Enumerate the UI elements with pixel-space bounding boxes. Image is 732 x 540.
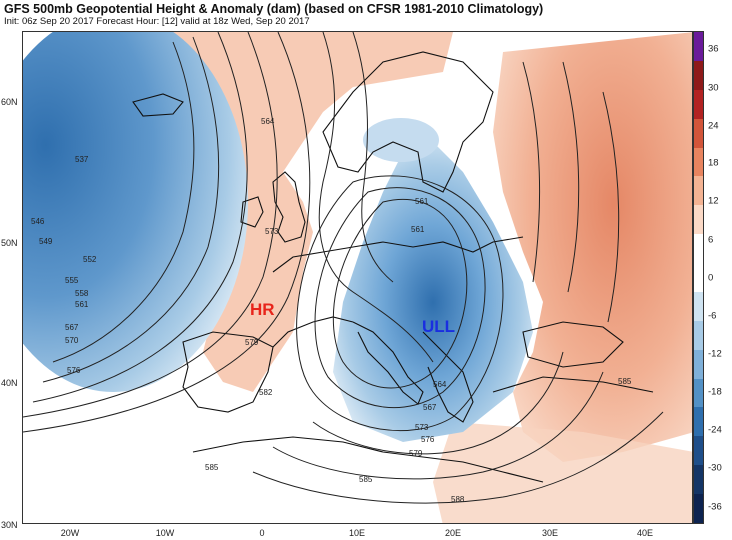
coastlines: [132, 51, 654, 483]
colorbar-segment: [694, 205, 703, 235]
upper-low-anomaly: [333, 132, 533, 442]
contour-label: 537: [75, 155, 89, 164]
contour-label: 564: [261, 117, 275, 126]
contour-label: 582: [259, 388, 273, 397]
colorbar-label: 6: [708, 234, 714, 246]
colorbar-segment: [694, 60, 703, 90]
anomaly-map: 537 546 549 552 555 558 561 564 567 570 …: [23, 32, 692, 523]
contour-label: 576: [421, 435, 435, 444]
lon-label-30e: 30E: [541, 528, 559, 538]
lat-label-50n: 50N: [1, 238, 18, 248]
contour-label: 573: [265, 227, 279, 236]
colorbar-label: -36: [708, 501, 722, 513]
colorbar-label: 36: [708, 43, 719, 55]
colorbar-label: -18: [708, 386, 722, 398]
contour-label: 585: [205, 463, 219, 472]
colorbar-segment: [694, 378, 703, 408]
colorbar-label: -30: [708, 462, 722, 474]
upper-low-annotation: ULL: [422, 317, 455, 337]
lat-label-30n: 30N: [1, 520, 18, 530]
colorbar-segment: [694, 349, 703, 379]
contour-label: 561: [75, 300, 89, 309]
colorbar-segment: [694, 436, 703, 466]
lat-label-40n: 40N: [1, 378, 18, 388]
colorbar-label: 0: [708, 272, 714, 284]
contour-label: 546: [31, 217, 45, 226]
contour-label: 579: [409, 449, 423, 458]
ridge-annotation: HR: [250, 300, 275, 320]
ridge-label: HR: [250, 300, 275, 319]
contour-label: 570: [65, 336, 79, 345]
map-panel: 537 546 549 552 555 558 561 564 567 570 …: [22, 31, 693, 524]
lon-label-0: 0: [259, 528, 265, 538]
contour-label: 567: [65, 323, 79, 332]
colorbar-segment: [694, 263, 703, 292]
height-contours: [23, 32, 664, 504]
lon-label-20e: 20E: [444, 528, 462, 538]
contour-label: 558: [75, 289, 89, 298]
contour-label: 561: [415, 197, 429, 206]
colorbar-segment: [694, 32, 703, 61]
colorbar-segment: [694, 407, 703, 437]
colorbar-segment: [694, 494, 703, 523]
colorbar-label: 24: [708, 120, 719, 132]
lon-label-10e: 10E: [348, 528, 366, 538]
contour-label: 576: [67, 366, 81, 375]
contour-labels: 537 546 549 552 555 558 561 564 567 570 …: [31, 117, 632, 504]
colorbar-segment: [694, 176, 703, 206]
baltic-cold-anomaly: [363, 118, 439, 162]
lat-label-60n: 60N: [1, 97, 18, 107]
contour-label: 585: [359, 475, 373, 484]
colorbar-label: -12: [708, 348, 722, 360]
contour-label: 573: [415, 423, 429, 432]
lon-label-10w: 10W: [155, 528, 175, 538]
contour-label: 552: [83, 255, 97, 264]
contour-label: 585: [618, 377, 632, 386]
colorbar-segment: [694, 320, 703, 350]
lon-label-40e: 40E: [636, 528, 654, 538]
upper-low-label: ULL: [422, 317, 456, 336]
warm-anomaly-west: [173, 32, 453, 392]
lon-label-20w: 20W: [60, 528, 80, 538]
anomaly-colorbar: [693, 31, 704, 524]
contour-label: 555: [65, 276, 79, 285]
forecast-subtitle: Init: 06z Sep 20 2017 Forecast Hour: [12…: [4, 16, 310, 27]
contour-label: 549: [39, 237, 53, 246]
colorbar-segment: [694, 118, 703, 148]
contour-label: 567: [423, 403, 437, 412]
colorbar-label: -24: [708, 424, 722, 436]
atlantic-trough-anomaly: [23, 32, 248, 392]
colorbar-label: -6: [708, 310, 717, 322]
colorbar-segment: [694, 234, 703, 263]
contour-label: 561: [411, 225, 425, 234]
colorbar-segment: [694, 89, 703, 119]
colorbar-segment: [694, 291, 703, 321]
colorbar-label: 12: [708, 195, 719, 207]
contour-label: 564: [433, 380, 447, 389]
colorbar-segment: [694, 465, 703, 494]
colorbar-label: 18: [708, 157, 719, 169]
page-title: GFS 500mb Geopotential Height & Anomaly …: [4, 2, 544, 16]
contour-label: 588: [451, 495, 465, 504]
contour-label: 579: [245, 338, 259, 347]
warm-anomaly-east: [493, 32, 692, 462]
colorbar-label: 30: [708, 82, 719, 94]
colorbar-segment: [694, 147, 703, 177]
